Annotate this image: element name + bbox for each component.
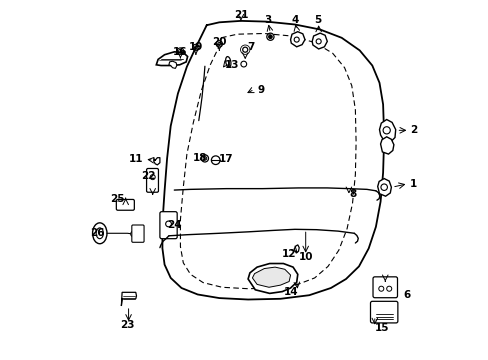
Polygon shape — [380, 137, 393, 154]
Polygon shape — [290, 32, 305, 47]
Text: 15: 15 — [374, 323, 388, 333]
Text: 21: 21 — [233, 10, 247, 20]
Text: 16: 16 — [173, 47, 187, 57]
FancyBboxPatch shape — [146, 168, 158, 192]
Text: 25: 25 — [110, 194, 125, 204]
Polygon shape — [311, 33, 326, 49]
Text: 1: 1 — [409, 179, 416, 189]
Polygon shape — [294, 245, 299, 253]
Text: 12: 12 — [282, 249, 296, 259]
FancyBboxPatch shape — [160, 212, 177, 239]
Polygon shape — [379, 120, 395, 142]
Text: 11: 11 — [128, 154, 142, 164]
Text: 19: 19 — [188, 42, 203, 52]
Polygon shape — [252, 267, 290, 287]
Text: 5: 5 — [314, 15, 321, 25]
Text: 24: 24 — [167, 220, 182, 230]
Text: 10: 10 — [298, 252, 312, 262]
Circle shape — [268, 35, 272, 39]
FancyBboxPatch shape — [116, 199, 134, 210]
Text: 20: 20 — [212, 37, 226, 48]
Text: 7: 7 — [247, 42, 254, 52]
Text: 14: 14 — [284, 287, 298, 297]
Text: 18: 18 — [193, 153, 207, 163]
FancyBboxPatch shape — [132, 225, 144, 242]
Polygon shape — [156, 52, 187, 66]
Polygon shape — [121, 292, 136, 306]
FancyBboxPatch shape — [370, 301, 397, 323]
Text: 3: 3 — [264, 15, 271, 25]
Text: 4: 4 — [291, 15, 298, 25]
FancyBboxPatch shape — [372, 277, 397, 298]
Text: 17: 17 — [218, 154, 233, 164]
Text: 13: 13 — [224, 60, 239, 70]
Text: 22: 22 — [141, 171, 156, 181]
Text: 9: 9 — [257, 85, 264, 95]
Circle shape — [241, 61, 246, 67]
Text: 2: 2 — [409, 125, 416, 135]
Text: 26: 26 — [90, 228, 104, 238]
Text: 23: 23 — [120, 320, 135, 330]
Polygon shape — [377, 179, 390, 196]
Text: 8: 8 — [348, 189, 355, 199]
Circle shape — [130, 231, 136, 237]
Polygon shape — [247, 264, 297, 293]
Polygon shape — [168, 61, 177, 68]
Text: 6: 6 — [402, 290, 409, 300]
